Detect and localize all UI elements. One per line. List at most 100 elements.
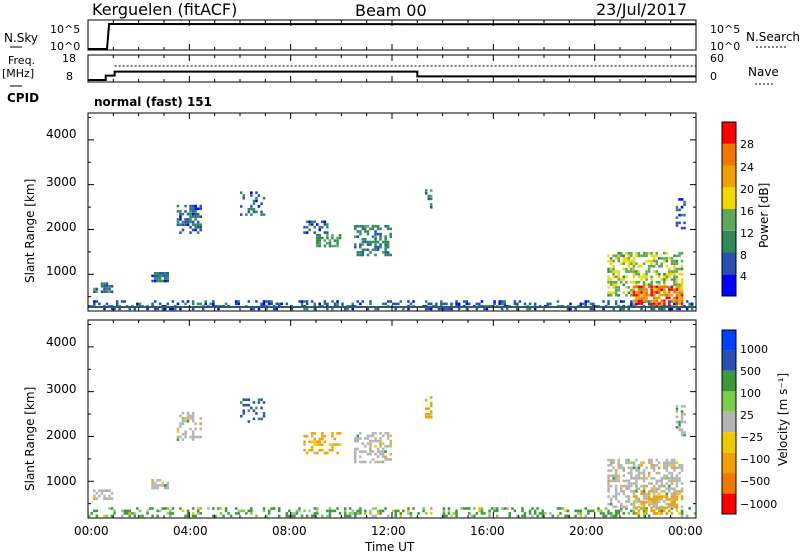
velocity-cell <box>407 507 410 510</box>
velocity-cell <box>663 461 666 464</box>
power-cell <box>612 254 615 258</box>
power-cell <box>196 220 200 224</box>
power-cell <box>655 251 658 255</box>
velocity-cell <box>673 479 676 483</box>
velocity-cell <box>673 495 676 498</box>
velocity-cell <box>331 434 334 438</box>
velocity-cell <box>376 455 380 459</box>
power-cell <box>675 302 679 306</box>
power-cell <box>371 235 375 238</box>
power-cell <box>323 300 327 303</box>
power-cell <box>635 280 638 284</box>
power-cell <box>445 302 448 306</box>
power-cell <box>153 307 157 311</box>
power-cell <box>678 221 681 225</box>
velocity-cell <box>614 471 618 475</box>
power-cell <box>635 270 638 273</box>
power-cell <box>673 254 676 258</box>
cpid-label: CPID <box>7 91 40 105</box>
power-cell <box>196 223 200 226</box>
power-cell <box>356 235 359 238</box>
power-cell <box>650 280 653 284</box>
velocity-cell <box>100 492 104 495</box>
power-cell <box>592 302 595 306</box>
power-cell <box>612 275 615 279</box>
velocity-cell <box>394 509 397 513</box>
velocity-cell <box>647 474 651 477</box>
power-cell <box>359 245 362 249</box>
velocity-cell <box>166 481 169 485</box>
velocity-cell <box>171 507 175 510</box>
velocity-cell <box>652 502 656 506</box>
power-cell <box>435 302 438 306</box>
power-cell <box>680 293 684 297</box>
velocity-cell <box>424 399 428 402</box>
velocity-cell <box>680 420 684 424</box>
velocity-cell <box>310 432 314 435</box>
power-cell <box>179 218 182 221</box>
power-cell <box>642 262 646 265</box>
xtick-2400: 00:00 <box>668 524 703 538</box>
velocity-cell <box>242 409 245 412</box>
power-cell <box>670 307 674 311</box>
velocity-cell <box>627 482 631 485</box>
power-cell <box>110 290 114 293</box>
power-cell <box>394 307 397 311</box>
velocity-cell <box>371 450 375 453</box>
velocity-cell <box>549 512 552 515</box>
velocity-cell <box>331 446 334 449</box>
velocity-cell <box>293 514 296 518</box>
power-cell <box>412 300 415 303</box>
velocity-cell <box>625 484 628 488</box>
power-cell <box>374 245 377 249</box>
velocity-cell <box>660 482 663 485</box>
velocity-cell <box>191 433 195 436</box>
power-cell <box>678 213 681 217</box>
power-cell <box>665 259 669 263</box>
power-cell <box>186 223 190 226</box>
velocity-cell <box>635 512 638 515</box>
power-cell <box>430 302 433 306</box>
velocity-cell <box>658 487 661 490</box>
velocity-cell <box>625 479 628 483</box>
velocity-cell <box>673 487 676 490</box>
velocity-colorbar-swatch <box>722 350 736 371</box>
power-cell <box>356 225 359 228</box>
velocity-cell <box>234 512 238 515</box>
velocity-cell <box>379 432 382 435</box>
velocity-cell <box>128 509 131 513</box>
power-cell <box>442 307 446 311</box>
velocity-cell <box>506 507 509 510</box>
power-cell <box>637 296 641 300</box>
velocity-cell <box>442 512 446 515</box>
power-cell <box>683 213 686 217</box>
velocity-cell <box>402 509 405 513</box>
velocity-cell <box>642 512 646 515</box>
power-cell <box>645 275 648 279</box>
power-cell <box>670 272 674 276</box>
power-cell <box>645 296 648 300</box>
power-cell <box>384 245 387 249</box>
power-cell <box>680 283 684 287</box>
power-cell <box>318 225 321 229</box>
velocity-cell <box>655 479 658 483</box>
power-cell <box>652 257 656 260</box>
power-cell <box>189 220 192 224</box>
velocity-cell <box>409 512 413 515</box>
velocity-cell <box>354 452 357 456</box>
power-cell <box>374 240 377 244</box>
power-cell <box>688 302 691 306</box>
velocity-cell <box>361 450 365 453</box>
power-cell <box>430 197 433 201</box>
power-cell <box>336 302 339 306</box>
velocity-cell <box>670 458 674 462</box>
beam-title: Beam 00 <box>355 1 427 20</box>
power-cell <box>678 267 681 271</box>
power-cell <box>678 198 681 201</box>
power-cell <box>652 285 656 289</box>
velocity-cell <box>272 507 276 510</box>
velocity-cell <box>156 514 159 518</box>
velocity-cell <box>397 509 400 513</box>
power-cell <box>336 239 339 242</box>
velocity-cell <box>346 514 349 518</box>
